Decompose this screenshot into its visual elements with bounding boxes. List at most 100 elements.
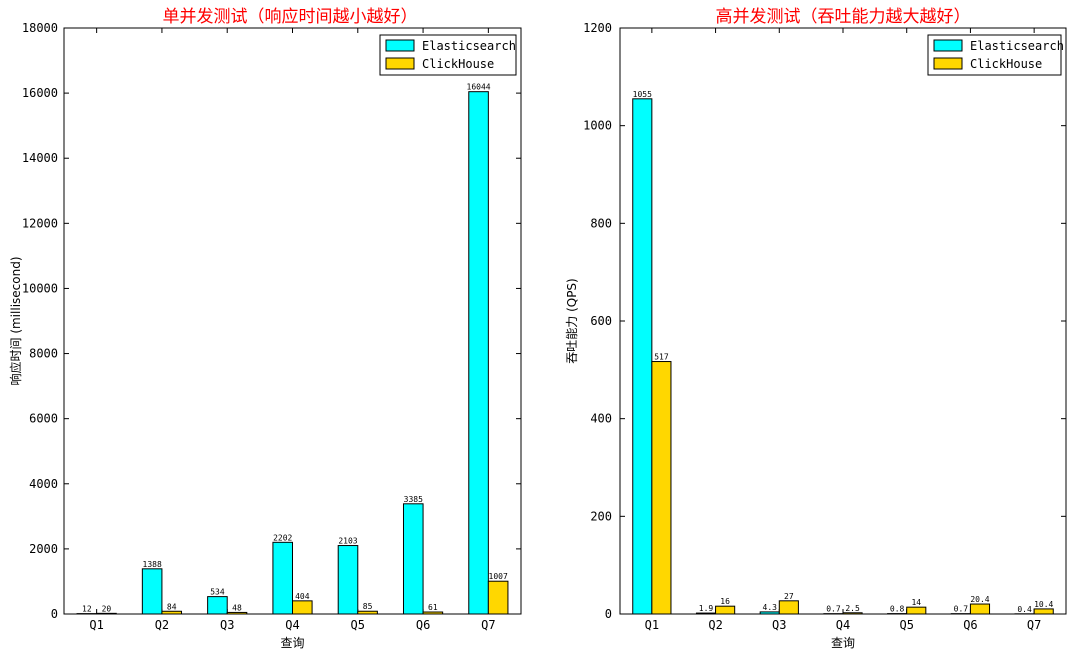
chart-title: 高并发测试（吞吐能力越大越好） bbox=[716, 7, 971, 27]
data-label: 85 bbox=[363, 602, 373, 611]
chart-panel-2: 高并发测试（吞吐能力越大越好） 0 200 400 600 800 1000 1200 吞吐能力… bbox=[565, 7, 1067, 650]
x-tick-label: Q5 bbox=[351, 618, 365, 632]
data-label: 61 bbox=[428, 603, 438, 612]
x-tick-label: Q7 bbox=[1027, 618, 1041, 632]
y-tick-label: 1000 bbox=[583, 119, 612, 133]
plot-frame bbox=[63, 27, 522, 615]
x-tick-label: Q4 bbox=[285, 618, 299, 632]
bar-elasticsearch-q5 bbox=[337, 545, 359, 615]
x-tick-label: Q5 bbox=[899, 618, 913, 632]
bar-clickhouse-q4 bbox=[292, 600, 313, 615]
data-label: 20 bbox=[102, 604, 112, 613]
bar-clickhouse-q7 bbox=[1033, 608, 1054, 615]
x-tick-label: Q3 bbox=[220, 618, 234, 632]
bar-elasticsearch-q3 bbox=[759, 611, 780, 615]
data-label: 4.3 bbox=[763, 603, 778, 612]
data-label: 16044 bbox=[467, 83, 491, 92]
x-axis-label: 查询 bbox=[831, 636, 855, 650]
data-label: 16 bbox=[720, 597, 730, 606]
data-label: 10.4 bbox=[1034, 600, 1053, 609]
bar-clickhouse-q6 bbox=[422, 611, 444, 615]
bar-elasticsearch-q3 bbox=[207, 596, 228, 615]
bar-elasticsearch-q2 bbox=[695, 612, 717, 615]
y-tick-label: 200 bbox=[590, 509, 612, 523]
x-tick-label: Q6 bbox=[963, 618, 977, 632]
bar-clickhouse-q2 bbox=[161, 610, 183, 615]
legend-swatch bbox=[385, 57, 415, 70]
legend-entry: ClickHouse bbox=[970, 57, 1042, 71]
bar-clickhouse-q3 bbox=[778, 600, 799, 615]
x-tick-label: Q3 bbox=[772, 618, 786, 632]
data-label: 0.4 bbox=[1017, 605, 1032, 614]
y-tick-label: 800 bbox=[590, 216, 612, 230]
y-tick-label: 14000 bbox=[22, 151, 58, 165]
bar-elasticsearch-q7 bbox=[468, 91, 489, 615]
data-label: 0.7 bbox=[826, 605, 841, 614]
x-tick-label: Q7 bbox=[481, 618, 495, 632]
bar-elasticsearch-q6 bbox=[402, 503, 424, 615]
data-label: 404 bbox=[295, 592, 310, 601]
x-tick-label: Q2 bbox=[708, 618, 722, 632]
legend-entry: Elasticsearch bbox=[970, 39, 1064, 53]
x-tick-label: Q1 bbox=[89, 618, 103, 632]
y-tick-label: 600 bbox=[590, 314, 612, 328]
y-tick-label: 0 bbox=[605, 607, 612, 621]
data-label: 1388 bbox=[143, 560, 162, 569]
x-axis-label: 查询 bbox=[280, 636, 304, 650]
data-label: 534 bbox=[210, 588, 225, 597]
legend-swatch bbox=[933, 39, 963, 52]
y-tick-label: 10000 bbox=[22, 281, 58, 295]
data-label: 2103 bbox=[338, 537, 357, 546]
x-tick-label: Q2 bbox=[155, 618, 169, 632]
bar-clickhouse-q7 bbox=[487, 580, 509, 615]
y-tick-label: 16000 bbox=[22, 86, 58, 100]
data-label: 1.9 bbox=[699, 604, 714, 613]
y-tick-label: 4000 bbox=[29, 477, 58, 491]
legend-swatch bbox=[933, 57, 963, 70]
bar-clickhouse-q2 bbox=[715, 605, 736, 615]
data-label: 48 bbox=[232, 603, 242, 612]
chart-title: 单并发测试（响应时间越小越好） bbox=[163, 7, 418, 27]
bar-clickhouse-q5 bbox=[357, 610, 378, 615]
y-tick-label: 12000 bbox=[22, 216, 58, 230]
y-tick-label: 1200 bbox=[583, 21, 612, 35]
y-tick-label: 6000 bbox=[29, 412, 58, 426]
y-tick-label: 2000 bbox=[29, 542, 58, 556]
x-tick-label: Q4 bbox=[836, 618, 850, 632]
legend-entry: ClickHouse bbox=[422, 57, 494, 71]
x-tick-label: Q1 bbox=[645, 618, 659, 632]
data-label: 2202 bbox=[273, 533, 292, 542]
legend: Elasticsearch ClickHouse bbox=[927, 34, 1064, 76]
bar-elasticsearch-q1 bbox=[632, 98, 653, 615]
data-label: 3385 bbox=[404, 495, 423, 504]
data-label: 0.7 bbox=[954, 605, 969, 614]
bar-elasticsearch-q2 bbox=[141, 568, 163, 615]
data-label: 0.8 bbox=[890, 605, 905, 614]
data-label: 1007 bbox=[489, 572, 508, 581]
plot-frame bbox=[619, 27, 1067, 615]
data-label: 27 bbox=[784, 592, 794, 601]
data-label: 14 bbox=[911, 598, 921, 607]
bar-clickhouse-q6 bbox=[969, 603, 991, 615]
bar-clickhouse-q4 bbox=[842, 612, 863, 615]
y-tick-label: 8000 bbox=[29, 347, 58, 361]
y-tick-label: 18000 bbox=[22, 21, 58, 35]
data-label: 84 bbox=[167, 602, 177, 611]
y-tick-label: 0 bbox=[51, 607, 58, 621]
x-tick-label: Q6 bbox=[416, 618, 430, 632]
bar-clickhouse-q5 bbox=[906, 606, 927, 615]
legend-swatch bbox=[385, 39, 415, 52]
chart-panel-1: 单并发测试（响应时间越小越好） 0 2000 4000 6000 8000 10000 120… bbox=[8, 7, 522, 650]
y-axis-label: 响应时间 (millisecond) bbox=[8, 256, 23, 385]
bar-clickhouse-q3 bbox=[226, 611, 248, 615]
data-label: 1055 bbox=[633, 90, 652, 99]
data-label: 2.5 bbox=[845, 604, 860, 613]
y-tick-label: 400 bbox=[590, 412, 612, 426]
bar-clickhouse-q1 bbox=[651, 361, 672, 615]
bar-clickhouse-q1 bbox=[96, 612, 117, 615]
data-label: 20.4 bbox=[970, 595, 989, 604]
data-label: 517 bbox=[654, 353, 669, 362]
bar-elasticsearch-q4 bbox=[272, 541, 293, 615]
y-axis-label: 吞吐能力 (QPS) bbox=[565, 278, 579, 363]
